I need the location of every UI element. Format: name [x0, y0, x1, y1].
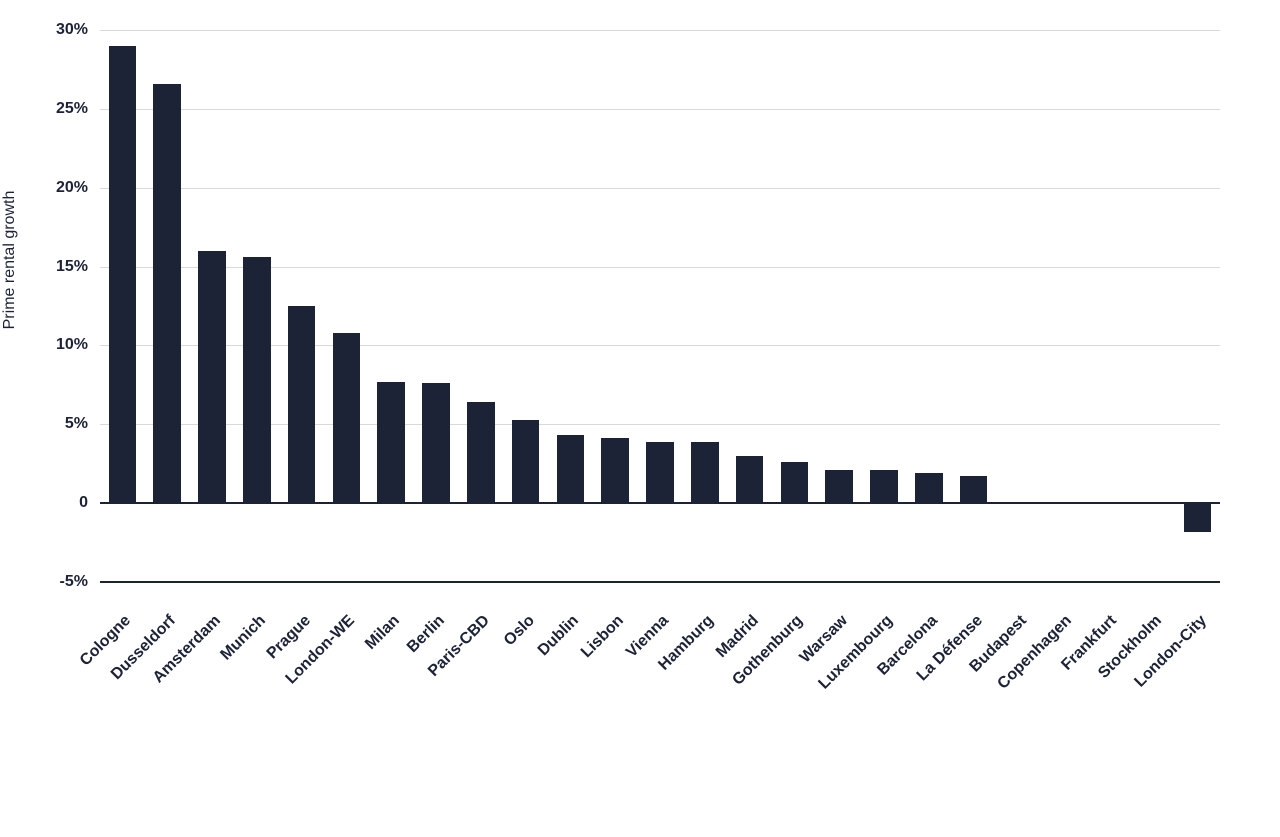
y-tick-label: -5% — [0, 573, 88, 591]
bar — [467, 402, 495, 503]
bar — [960, 476, 988, 503]
bar — [781, 462, 809, 503]
bar — [288, 306, 316, 503]
gridline — [100, 188, 1220, 189]
bar — [1184, 503, 1212, 531]
bar — [109, 46, 137, 503]
bar — [646, 442, 674, 504]
bar — [333, 333, 361, 503]
bottom-axis-line — [100, 581, 1220, 583]
y-tick-label: 0 — [0, 494, 88, 512]
gridline — [100, 109, 1220, 110]
bar — [153, 84, 181, 504]
bar — [736, 456, 764, 503]
bar — [422, 383, 450, 503]
gridline — [100, 30, 1220, 31]
bar — [557, 435, 585, 503]
bar — [825, 470, 853, 503]
y-tick-label: 5% — [0, 415, 88, 433]
bar — [243, 257, 271, 503]
bar — [377, 382, 405, 503]
plot-area — [100, 30, 1220, 582]
bar — [691, 442, 719, 504]
bar — [512, 420, 540, 504]
y-tick-label: 30% — [0, 21, 88, 39]
bar — [870, 470, 898, 503]
bar — [198, 251, 226, 503]
bar — [601, 438, 629, 503]
bar — [915, 473, 943, 503]
y-axis-label: Prime rental growth — [1, 110, 19, 410]
chart-container: -5%05%10%15%20%25%30% CologneDusseldorfA… — [0, 0, 1280, 777]
